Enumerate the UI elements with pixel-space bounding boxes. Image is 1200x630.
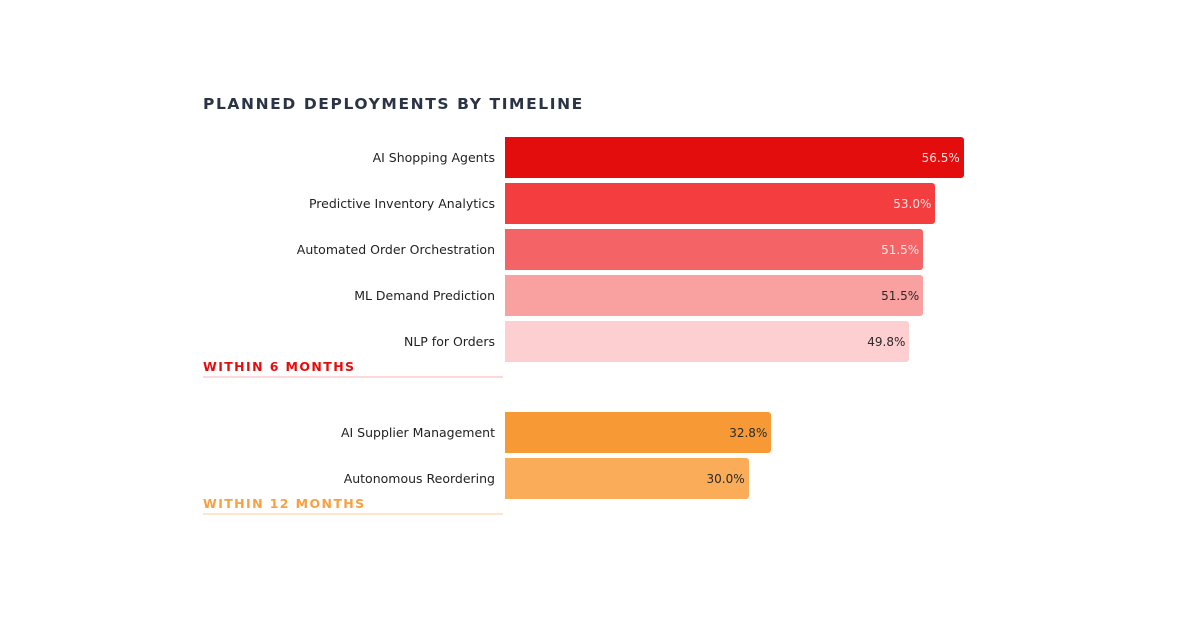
data-label: 32.8%: [729, 426, 768, 440]
data-label: 51.5%: [881, 243, 920, 257]
group-divider: [203, 513, 503, 515]
bar-label: Predictive Inventory Analytics: [308, 196, 495, 211]
group-divider: [203, 376, 503, 378]
bar: [505, 275, 924, 316]
bar: [505, 412, 772, 453]
bar-label: NLP for Orders: [403, 334, 495, 349]
bar-label: Autonomous Reordering: [343, 471, 495, 486]
bar: [505, 137, 964, 178]
data-label: 56.5%: [921, 151, 960, 165]
bar: [505, 321, 910, 362]
bar-label: ML Demand Prediction: [354, 288, 495, 303]
data-label: 49.8%: [867, 335, 906, 349]
group-label: WITHIN 6 MONTHS: [203, 359, 356, 374]
data-label: 51.5%: [881, 289, 920, 303]
bar: [505, 183, 936, 224]
bar-label: AI Supplier Management: [340, 425, 495, 440]
data-label: 53.0%: [893, 197, 932, 211]
bar: [505, 458, 749, 499]
data-label: 30.0%: [706, 472, 745, 486]
bar-label: AI Shopping Agents: [372, 150, 495, 165]
bar: [505, 229, 924, 270]
group-label: WITHIN 12 MONTHS: [203, 496, 366, 511]
bar-label: Automated Order Orchestration: [296, 242, 495, 257]
chart-title: PLANNED DEPLOYMENTS BY TIMELINE: [203, 95, 584, 113]
